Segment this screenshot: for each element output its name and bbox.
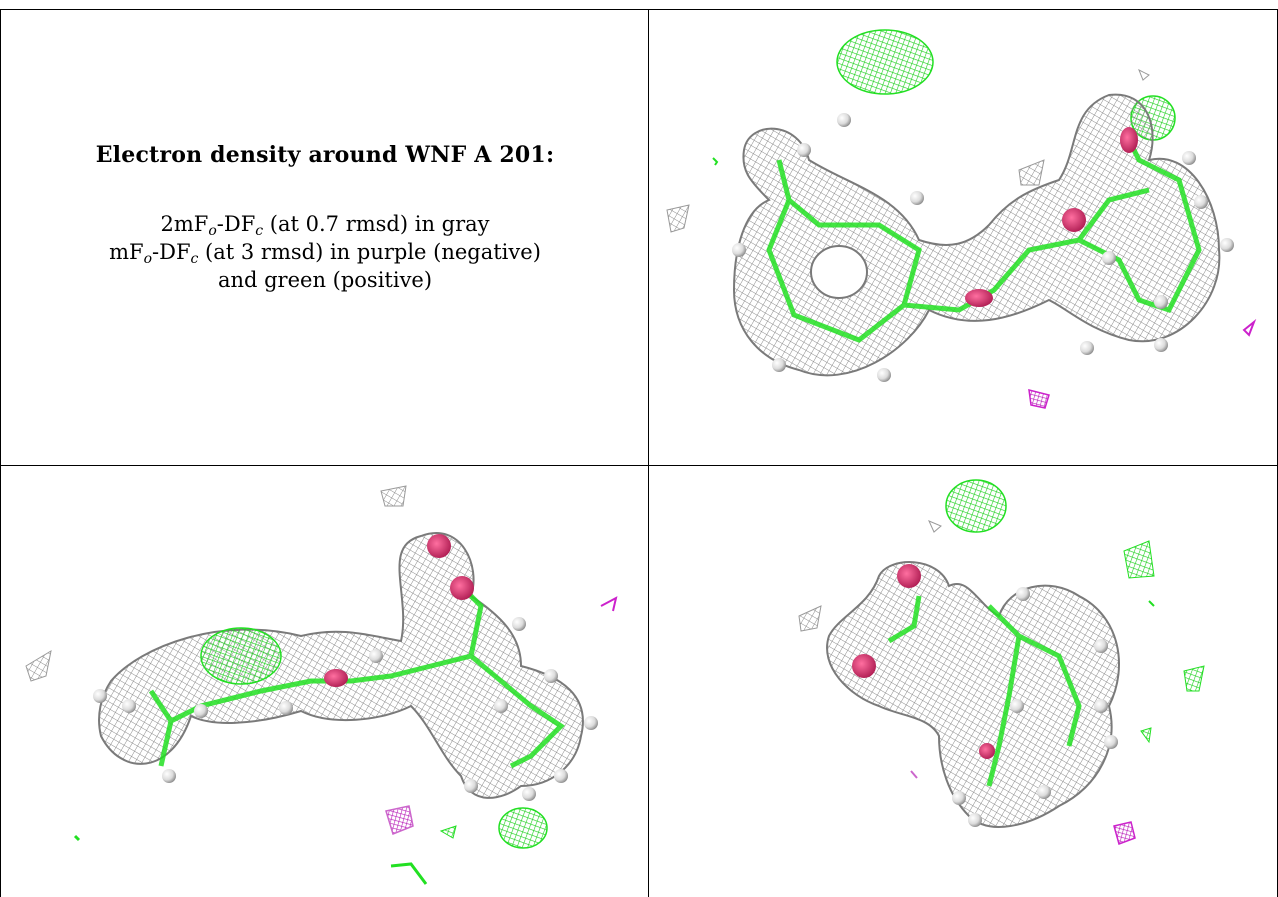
caption-title: Electron density around WNF A 201:	[95, 142, 555, 168]
view-bottom-left	[1, 466, 648, 897]
density-mesh-icon	[798, 479, 1205, 845]
caption-line-2fo: 2mFo-DFc (at 0.7 rmsd) in gray	[160, 212, 490, 239]
caption-body: 2mFo-DFc (at 0.7 rmsd) in gray mFo-DFc (…	[1, 210, 648, 294]
table-row-divider	[0, 465, 1278, 466]
caption-line-fo: mFo-DFc (at 3 rmsd) in purple (negative)	[109, 240, 541, 267]
table-border-left	[0, 9, 1, 897]
caption-cell: Electron density around WNF A 201: 2mFo-…	[1, 10, 648, 465]
view-bottom-right	[649, 466, 1277, 897]
table-border-middle	[648, 9, 649, 897]
density-mesh-icon	[666, 29, 1257, 409]
caption-line-colors: and green (positive)	[217, 268, 433, 292]
view-top-right	[649, 10, 1277, 465]
density-mesh-icon	[25, 485, 618, 885]
table-border-top	[0, 9, 1278, 10]
